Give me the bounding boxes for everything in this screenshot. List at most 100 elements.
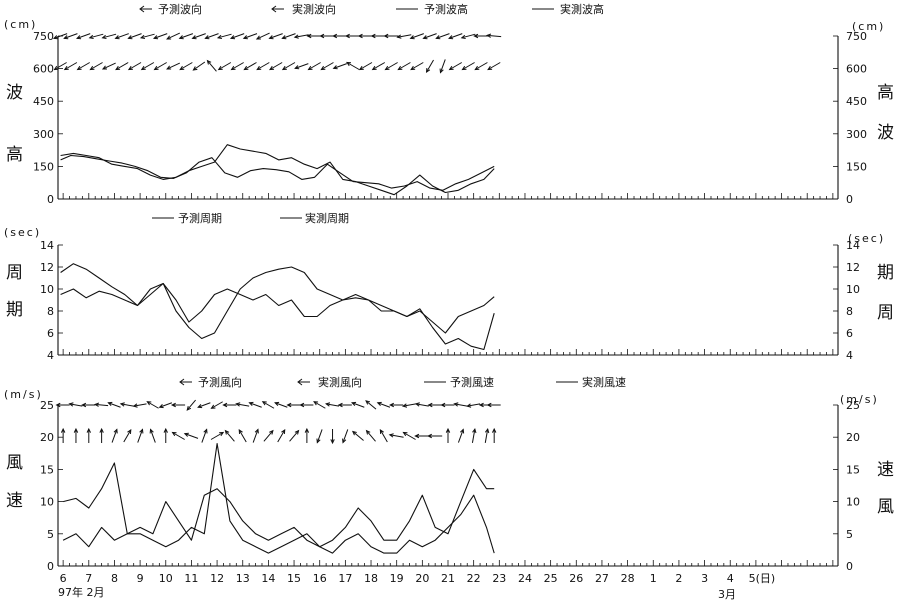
wind-dir-pred-arrow-head: [119, 402, 125, 407]
wave-dir-pred-arrow-shaft: [166, 32, 181, 40]
wind-dir-pred-arrow: [440, 402, 455, 408]
wind-dir-pred-arrow: [55, 402, 70, 408]
wind-dir-pred-arrow-head: [248, 401, 254, 406]
wave-dir-obs-arrow: [439, 59, 446, 74]
wave-dir-pred-arrow-shaft: [89, 33, 104, 39]
wind-dir-pred-arrow: [261, 401, 275, 409]
wind-dir-obs-arrow: [201, 428, 208, 443]
x-day-label: 15: [287, 572, 301, 585]
wave-dir-obs-arrow: [307, 62, 321, 71]
wind-dir-obs-arrow-shaft: [316, 429, 323, 443]
wind-dir-obs-arrow-shaft: [201, 429, 208, 443]
wave-dir-pred-arrow-head: [448, 35, 454, 40]
x-day-label: 8: [111, 572, 118, 585]
wave-dir-pred-arrow: [139, 33, 155, 40]
wind-dir-pred-arrow-head: [222, 402, 228, 408]
wave-dir-obs-arrow: [243, 62, 257, 71]
wind-dir-pred-arrow-head: [68, 402, 74, 407]
wind-dir-obs-arrow-shaft: [150, 429, 156, 443]
wave-dir-pred-arrow-head: [344, 33, 350, 39]
wind-dir-pred-arrow: [466, 403, 481, 408]
wind-dir-pred-arrow-head: [210, 404, 216, 409]
legend-mark-wave-dir-pred-head: [139, 5, 145, 13]
wind-dir-pred-arrow-head: [93, 402, 100, 407]
y-tick-label-right: 300: [846, 128, 867, 141]
wind-dir-pred-arrow-head: [197, 404, 203, 409]
wave-dir-pred-arrow: [229, 33, 245, 40]
wave-dir-obs-arrow-shaft: [64, 62, 78, 70]
wave-dir-obs-arrow: [371, 62, 386, 71]
wind-dir-obs-arrow-head: [60, 427, 66, 433]
wave-dir-obs-arrow-head: [101, 65, 107, 70]
y-tick-label-right: 6: [846, 327, 853, 340]
wind-dir-obs-arrow-head: [238, 428, 243, 434]
wave-dir-pred-arrow-head: [332, 33, 338, 39]
wave-dir-obs-arrow: [294, 63, 309, 70]
y-tick-label-right: 4: [846, 349, 853, 362]
wind-dir-obs-arrow-shaft: [379, 429, 388, 443]
wave-dir-pred-arrow: [319, 33, 335, 39]
wind-dir-pred-arrow: [274, 401, 288, 408]
wave-dir-pred-arrow-head: [319, 33, 325, 39]
wave-dir-obs-arrow: [153, 62, 167, 71]
wave-dir-obs-arrow-head: [332, 65, 338, 70]
wind-dir-obs-arrow: [60, 427, 66, 443]
legend-wind-speed-pred: 予測風速: [450, 375, 494, 389]
wave-dir-pred-arrow-head: [306, 33, 312, 39]
wave-dir-pred-arrow: [473, 33, 489, 39]
wind-dir-obs-arrow-head: [460, 428, 465, 434]
wave-dir-pred-arrow-shaft: [102, 33, 117, 39]
wave-dir-pred-arrow: [127, 33, 142, 40]
wave-dir-pred-arrow-shaft: [153, 33, 168, 39]
wind-dir-obs-arrow: [137, 428, 144, 443]
legend-marks-3: [179, 378, 578, 386]
wind-dir-pred-arrow-head: [261, 401, 267, 406]
wave-dir-pred-arrow: [242, 33, 258, 40]
wave-dir-pred-arrow-head: [473, 33, 479, 39]
wave-dir-obs-arrow: [217, 62, 232, 71]
wind-dir-obs-arrow: [484, 427, 490, 443]
wave-dir-obs-arrow-head: [166, 65, 172, 70]
y-tick-label-right: 10: [846, 283, 860, 296]
wave-dir-obs-arrow-shaft: [487, 62, 501, 70]
wave-dir-pred-arrow-head: [216, 34, 223, 40]
wind-dir-pred-arrow: [376, 401, 391, 408]
wave-dir-pred-arrow-head: [52, 35, 59, 40]
wave-dir-obs-arrow-head: [448, 65, 454, 71]
y-tick-label-right: 25: [846, 399, 860, 412]
wave-dir-obs-arrow: [410, 62, 424, 71]
wave-dir-obs-arrow: [140, 62, 155, 71]
wind-dir-obs-arrow-shaft: [172, 432, 185, 440]
x-day-label: 11: [184, 572, 198, 585]
wave-dir-pred-arrow: [332, 33, 348, 39]
wind-dir-obs-arrow-head: [73, 427, 79, 433]
wind-dir-pred-arrow-shaft: [415, 403, 429, 407]
wave-dir-pred-arrow-head: [204, 35, 210, 40]
wave-dir-obs-arrow-head: [217, 65, 223, 71]
wind-dir-obs-arrow-shaft: [225, 430, 235, 442]
series-line-predicted: [60, 154, 495, 191]
series-wave-height: [60, 144, 495, 196]
wave-dir-pred-arrow-head: [101, 34, 107, 40]
wave-dir-pred-arrow: [370, 33, 386, 39]
wave-dir-obs-arrow-shaft: [256, 62, 270, 70]
wave-dir-obs-arrow-head: [76, 65, 82, 71]
x-day-label: 18: [364, 572, 378, 585]
wave-dir-obs-arrow: [397, 62, 411, 71]
wave-dir-pred-arrow: [293, 34, 309, 39]
wind-dir-pred-arrow-head: [55, 402, 61, 408]
y-tick-label-left: 5: [47, 528, 54, 541]
wave-dir-pred-arrow: [344, 33, 361, 39]
unit-label-right-3: (m/s): [840, 393, 879, 406]
wave-dir-obs-arrow-shaft: [90, 62, 103, 70]
wave-dir-obs-arrow-head: [140, 65, 146, 71]
wind-dir-pred-arrow: [286, 402, 301, 408]
wave-dir-pred-arrow-shaft: [217, 33, 232, 39]
y-tick-label-left: 8: [47, 305, 54, 318]
wave-dir-obs-arrow: [487, 62, 501, 71]
y-tick-label-left: 150: [33, 160, 54, 173]
wave-dir-obs-arrow-shaft: [385, 62, 398, 70]
wind-dir-pred-arrow-head: [235, 402, 241, 407]
wave-dir-obs-arrow: [192, 61, 206, 71]
wind-dir-pred-arrow: [186, 399, 196, 411]
